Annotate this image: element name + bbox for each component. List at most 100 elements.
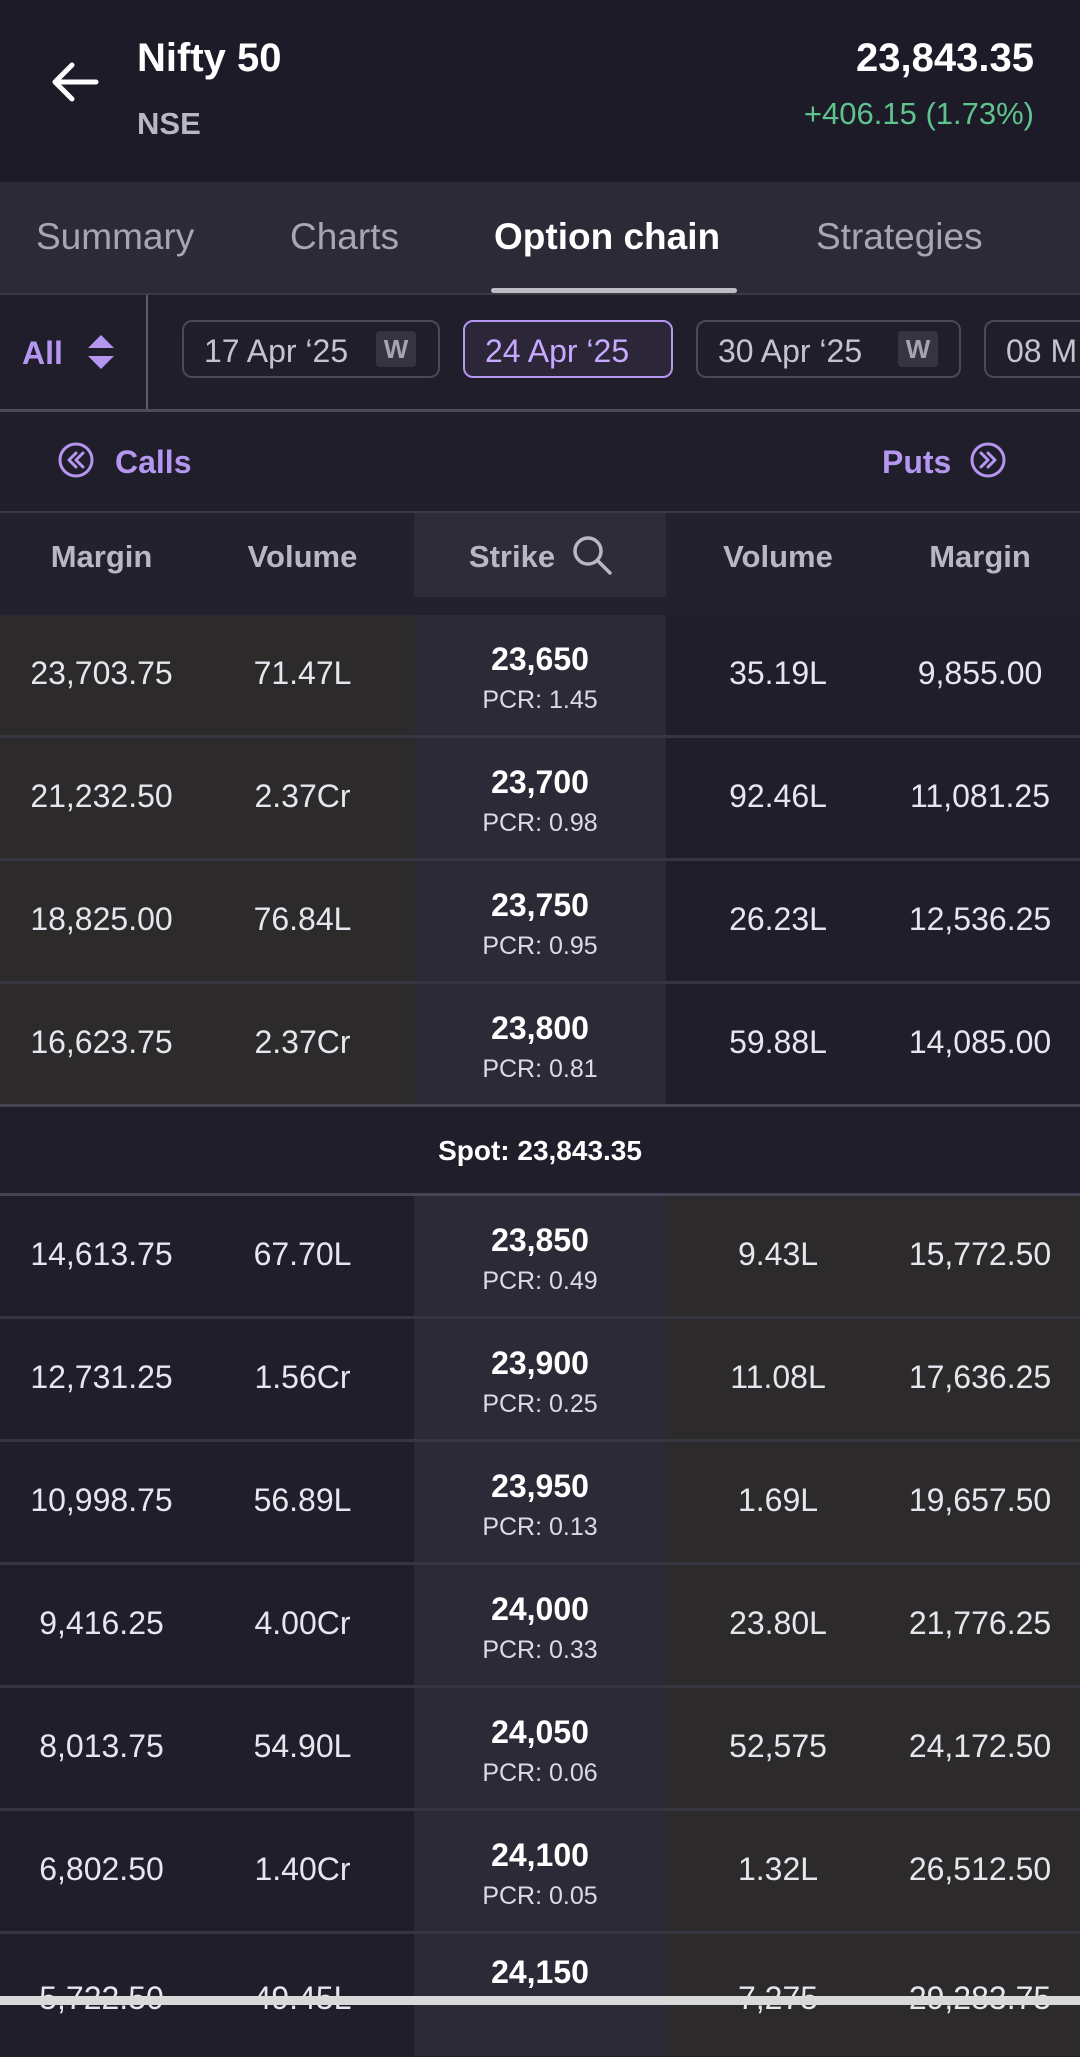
strike-price: 23,950	[491, 1468, 589, 1504]
col-put-volume: Volume	[723, 539, 833, 574]
puts-label[interactable]: Puts	[882, 444, 952, 480]
pcr: PCR: 1.45	[482, 686, 598, 714]
put-margin: 24,172.50	[908, 1728, 1052, 1764]
calls-label[interactable]: Calls	[115, 444, 192, 480]
table-row[interactable]: 16,623.75 2.37Cr 23,800 PCR: 0.81 59.88L…	[0, 984, 1080, 1107]
strike-header-bg	[414, 513, 666, 597]
divider	[0, 511, 1080, 513]
table-row[interactable]: 10,998.75 56.89L 23,950 PCR: 0.13 1.69L …	[0, 1442, 1080, 1565]
call-margin: 8,013.75	[39, 1728, 164, 1764]
table-row[interactable]: 23,703.75 71.47L 23,650 PCR: 1.45 35.19L…	[0, 615, 1080, 738]
tab-strategies[interactable]: Strategies	[816, 216, 983, 257]
put-margin: 9,855.00	[917, 655, 1043, 691]
weekly-badge: W	[376, 331, 416, 367]
instrument-title: Nifty 50	[137, 36, 282, 80]
table-row[interactable]: 14,613.75 67.70L 23,850 PCR: 0.49 9.43L …	[0, 1196, 1080, 1319]
col-put-margin: Margin	[929, 539, 1031, 574]
expiry-label: 24 Apr ‘25	[485, 333, 630, 369]
search-icon[interactable]	[570, 533, 614, 577]
back-arrow-icon[interactable]	[46, 52, 106, 112]
divider	[146, 295, 148, 409]
call-margin: 16,623.75	[30, 1024, 173, 1060]
tab-summary[interactable]: Summary	[36, 216, 195, 257]
expiry-label: 30 Apr ‘25	[718, 333, 863, 369]
strike-price: 24,050	[491, 1714, 589, 1750]
col-call-volume: Volume	[247, 539, 358, 574]
strike-price: 24,150	[491, 1954, 589, 1990]
strike-price: 23,650	[491, 641, 589, 677]
put-margin: 19,657.50	[908, 1482, 1052, 1518]
expiry-label: 08 M	[1006, 333, 1078, 369]
pcr: PCR: 0.98	[482, 809, 598, 837]
strike-price: 23,900	[491, 1345, 589, 1381]
put-margin: 15,772.50	[908, 1236, 1052, 1272]
call-margin: 14,613.75	[30, 1236, 173, 1272]
table-row[interactable]: 9,416.25 4.00Cr 24,000 PCR: 0.33 23.80L …	[0, 1565, 1080, 1688]
call-margin: 12,731.25	[30, 1359, 173, 1395]
call-volume: 76.84L	[253, 901, 352, 937]
calls-puts-bar	[0, 412, 1080, 512]
chevrons-left-icon[interactable]	[58, 442, 94, 478]
price-change: +406.15 (1.73%)	[803, 96, 1034, 131]
expiry-chip[interactable]: 17 Apr ‘25 W	[182, 320, 440, 378]
tab-bar: Summary Charts Option chain Strategies	[0, 182, 1080, 294]
pcr: PCR: 0.05	[482, 1882, 598, 1910]
header: Nifty 50 NSE 23,843.35 +406.15 (1.73%)	[0, 0, 1080, 182]
strike-price: 24,000	[491, 1591, 589, 1627]
sort-icon[interactable]	[86, 333, 116, 371]
strike-price: 23,850	[491, 1222, 589, 1258]
exchange-label: NSE	[137, 106, 201, 141]
col-strike: Strike	[468, 539, 556, 574]
strike-price: 23,800	[491, 1010, 589, 1046]
call-volume: 4.00Cr	[254, 1605, 351, 1641]
put-margin: 26,512.50	[908, 1851, 1052, 1887]
strike-price: 24,100	[491, 1837, 589, 1873]
put-volume: 92.46L	[729, 778, 827, 814]
pcr: PCR: 0.49	[482, 1267, 598, 1295]
put-volume: 35.19L	[729, 655, 827, 691]
call-volume: 67.70L	[253, 1236, 352, 1272]
table-row[interactable]: 8,013.75 54.90L 24,050 PCR: 0.06 52,575 …	[0, 1688, 1080, 1811]
put-volume: 23.80L	[729, 1605, 827, 1641]
call-margin: 21,232.50	[30, 778, 173, 814]
call-volume: 56.89L	[253, 1482, 352, 1518]
expiry-chip[interactable]: 30 Apr ‘25 W	[696, 320, 961, 378]
pcr: PCR: 0.13	[482, 1513, 598, 1541]
col-call-margin: Margin	[50, 539, 153, 574]
table-row[interactable]: 6,802.50 1.40Cr 24,100 PCR: 0.05 1.32L 2…	[0, 1811, 1080, 1934]
spot-price-row	[0, 1104, 1080, 1196]
call-volume: 1.40Cr	[254, 1851, 351, 1887]
expiry-chip-selected[interactable]: 24 Apr ‘25	[463, 320, 673, 378]
call-margin: 23,703.75	[30, 655, 173, 691]
table-row[interactable]: 18,825.00 76.84L 23,750 PCR: 0.95 26.23L…	[0, 861, 1080, 984]
put-volume: 52,575	[729, 1728, 827, 1764]
expiry-chip[interactable]: 08 M	[984, 320, 1080, 378]
put-margin: 12,536.25	[908, 901, 1052, 937]
divider	[0, 409, 1080, 412]
pcr: PCR: 0.06	[482, 1759, 598, 1787]
table-row[interactable]: 21,232.50 2.37Cr 23,700 PCR: 0.98 92.46L…	[0, 738, 1080, 861]
put-volume: 59.88L	[729, 1024, 827, 1060]
divider	[0, 293, 1080, 295]
expiry-label: 17 Apr ‘25	[204, 333, 349, 369]
call-volume: 2.37Cr	[254, 1024, 351, 1060]
bottom-edge	[0, 1996, 1080, 2005]
table-row[interactable]: 12,731.25 1.56Cr 23,900 PCR: 0.25 11.08L…	[0, 1319, 1080, 1442]
spot-price: Spot: 23,843.35	[438, 1135, 642, 1166]
chevrons-right-icon[interactable]	[970, 442, 1006, 478]
call-margin: 18,825.00	[30, 901, 173, 937]
call-volume: 2.37Cr	[254, 778, 351, 814]
weekly-badge: W	[898, 331, 938, 367]
put-margin: 11,081.25	[910, 778, 1050, 814]
put-volume: 11.08L	[730, 1359, 826, 1395]
all-filter-button[interactable]: All	[22, 335, 63, 371]
put-margin: 14,085.00	[908, 1024, 1052, 1060]
put-volume: 1.69L	[737, 1482, 819, 1518]
put-margin: 17,636.25	[908, 1359, 1052, 1395]
tab-charts[interactable]: Charts	[290, 216, 399, 257]
index-price: 23,843.35	[856, 36, 1034, 80]
active-tab-indicator	[491, 288, 737, 293]
tab-option-chain[interactable]: Option chain	[494, 216, 721, 257]
put-margin: 21,776.25	[908, 1605, 1052, 1641]
strike-price: 23,750	[491, 887, 589, 923]
